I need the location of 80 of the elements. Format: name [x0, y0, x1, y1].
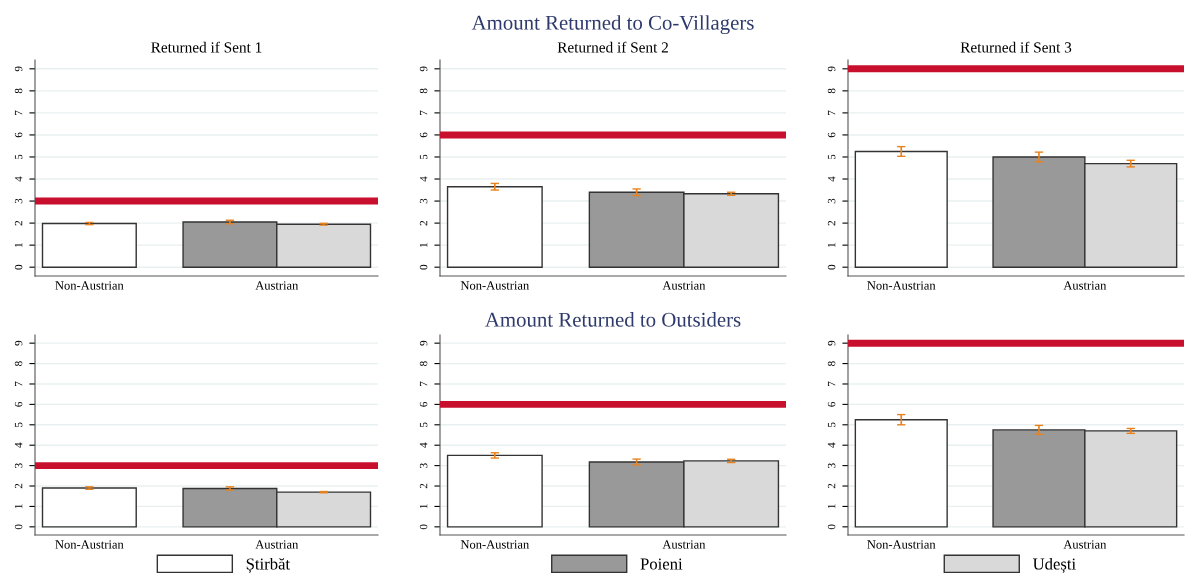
y-tick-label: 2	[419, 483, 428, 489]
y-tick-label: 1	[14, 243, 23, 247]
y-tick-label: 1	[14, 504, 23, 509]
y-tick-label: 1	[419, 504, 428, 509]
y-tick-label: 0	[827, 264, 836, 270]
y-tick-label: 0	[14, 264, 23, 270]
y-tick-label: 9	[827, 66, 836, 72]
y-tick-label: 0	[14, 524, 23, 530]
legend-label: Poieni	[640, 558, 683, 570]
y-tick-label: 6	[827, 132, 836, 138]
y-tick-label: 7	[419, 110, 428, 115]
y-tick-label: 8	[827, 88, 836, 94]
y-tick-label: 3	[827, 463, 836, 468]
y-tick-label: 5	[419, 154, 428, 160]
x-tick-label: Austrian	[662, 540, 706, 549]
y-tick-label: 3	[14, 198, 23, 204]
x-tick-label: Non-Austrian	[867, 540, 936, 549]
legend-label: Udești	[1032, 557, 1076, 573]
y-tick-label: 3	[419, 463, 428, 468]
y-tick-label: 2	[419, 220, 428, 226]
y-tick-label: 1	[827, 504, 836, 509]
y-tick-label: 9	[419, 340, 428, 346]
y-tick-label: 5	[827, 422, 836, 427]
y-tick-label: 7	[827, 381, 836, 387]
y-tick-label: 8	[419, 88, 428, 94]
x-tick-label: Austrian	[662, 281, 706, 290]
chart-title: Amount Returned to Outsiders	[485, 312, 741, 327]
y-tick-label: 1	[419, 243, 428, 247]
y-tick-label: 4	[14, 176, 23, 182]
chart-subtitle: Returned if Sent 3	[960, 41, 1072, 53]
y-tick-label: 2	[827, 483, 836, 489]
y-tick-label: 4	[827, 442, 836, 448]
y-tick-label: 6	[827, 401, 836, 407]
y-tick-label: 8	[14, 361, 23, 366]
x-tick-label: Non-Austrian	[867, 281, 936, 290]
y-tick-label: 5	[14, 154, 23, 160]
y-tick-label: 6	[14, 401, 23, 407]
y-tick-label: 9	[14, 66, 23, 72]
y-tick-label: 9	[827, 340, 836, 346]
legend-label: Știrbăt	[246, 557, 290, 573]
y-tick-label: 6	[419, 401, 428, 407]
y-tick-label: 0	[827, 524, 836, 530]
y-tick-label: 0	[419, 264, 428, 270]
x-tick-label: Austrian	[1063, 540, 1107, 549]
y-tick-label: 0	[419, 524, 428, 530]
y-tick-label: 4	[14, 442, 23, 448]
y-tick-label: 2	[14, 483, 23, 489]
y-tick-label: 9	[419, 66, 428, 72]
y-tick-label: 2	[827, 220, 836, 226]
y-tick-label: 9	[14, 340, 23, 346]
y-tick-label: 4	[419, 176, 428, 182]
y-tick-label: 7	[827, 110, 836, 115]
y-tick-label: 5	[14, 422, 23, 427]
y-tick-label: 6	[14, 132, 23, 138]
x-tick-label: Non-Austrian	[55, 540, 124, 549]
chart-title: Amount Returned to Co-Villagers	[471, 15, 754, 35]
x-tick-label: Austrian	[1063, 281, 1107, 290]
y-tick-label: 1	[827, 243, 836, 247]
x-tick-label: Non-Austrian	[55, 281, 124, 290]
chart-subtitle: Returned if Sent 1	[151, 41, 262, 53]
x-tick-label: Austrian	[255, 540, 299, 549]
y-tick-label: 6	[419, 132, 428, 138]
y-tick-label: 8	[827, 361, 836, 366]
y-tick-label: 5	[827, 154, 836, 160]
x-tick-label: Non-Austrian	[460, 281, 530, 290]
x-tick-label: Non-Austrian	[460, 540, 530, 549]
y-tick-label: 2	[14, 220, 23, 226]
chart-subtitle: Returned if Sent 2	[557, 41, 668, 53]
y-tick-label: 7	[419, 381, 428, 387]
y-tick-label: 7	[14, 110, 23, 115]
y-tick-label: 8	[419, 361, 428, 366]
y-tick-label: 7	[14, 381, 23, 387]
y-tick-label: 3	[827, 198, 836, 204]
y-tick-label: 4	[419, 442, 428, 448]
y-tick-label: 3	[14, 463, 23, 468]
y-tick-label: 3	[419, 198, 428, 204]
x-tick-label: Austrian	[255, 281, 299, 290]
y-tick-label: 5	[419, 422, 428, 427]
y-tick-label: 4	[827, 176, 836, 182]
y-tick-label: 8	[14, 88, 23, 94]
